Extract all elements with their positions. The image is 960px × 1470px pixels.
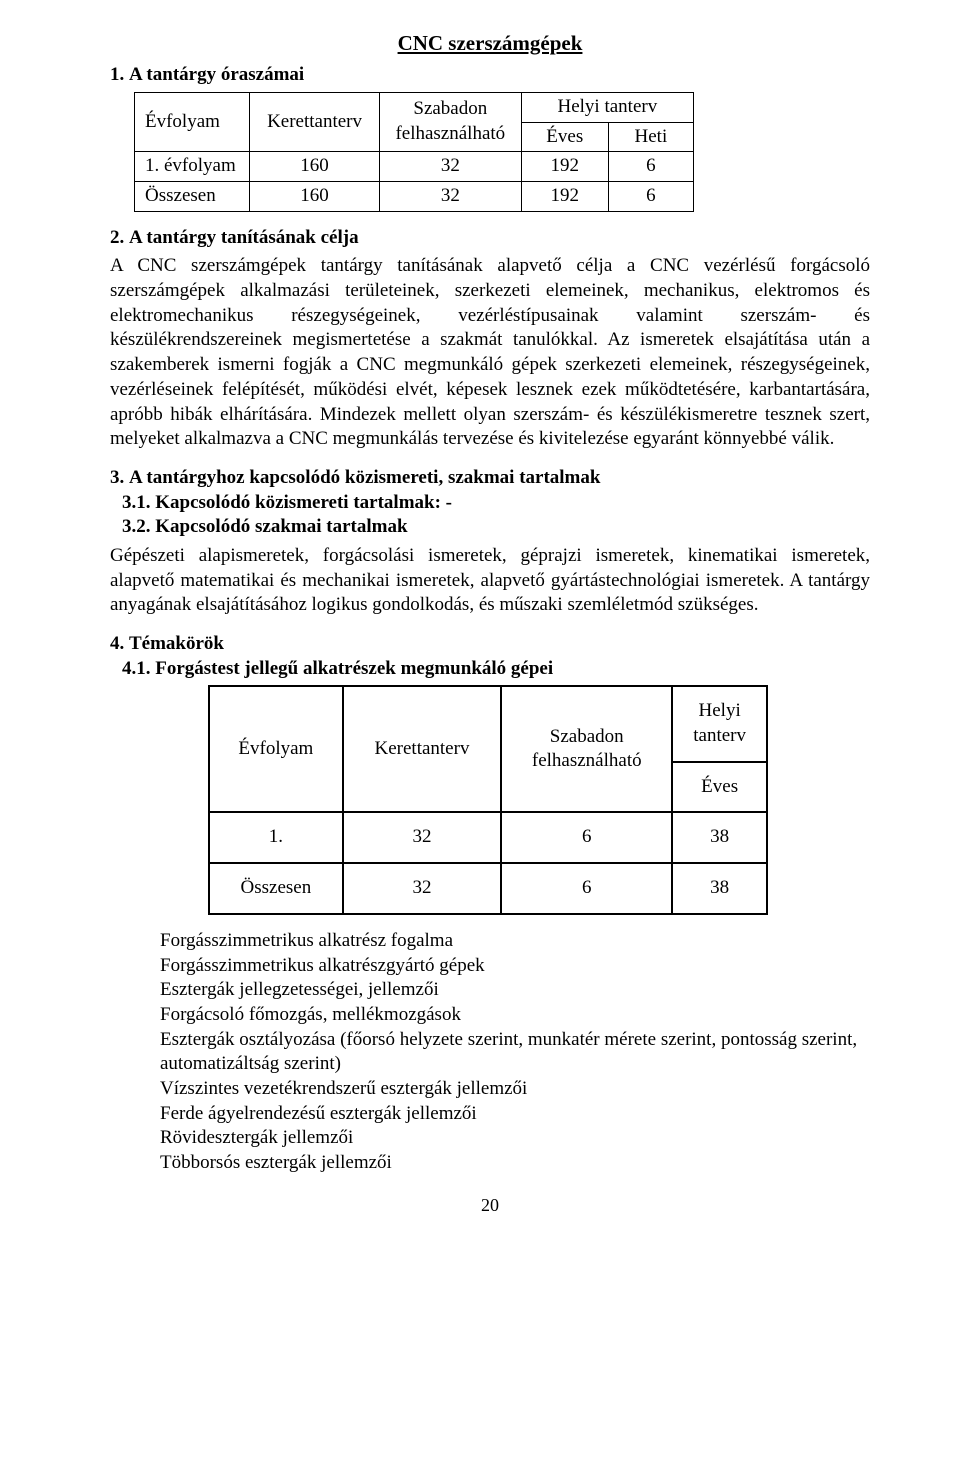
th-eves: Éves — [672, 762, 767, 813]
table-row: Évfolyam Kerettanterv Szabadon felhaszná… — [135, 92, 694, 122]
section-2-body: A CNC szerszámgépek tantárgy tanításának… — [110, 254, 870, 452]
cell: 6 — [501, 812, 672, 863]
section-3: 3. A tantárgyhoz kapcsolódó közismereti,… — [110, 466, 870, 618]
cell-label: Összesen — [135, 182, 250, 212]
list-item: Forgásszimmetrikus alkatrészgyártó gépek — [160, 954, 870, 979]
page-number: 20 — [110, 1194, 870, 1217]
list-item: Vízszintes vezetékrendszerű esztergák je… — [160, 1077, 870, 1102]
section-4-number: 4. — [110, 633, 124, 654]
section-3-heading: A tantárgyhoz kapcsolódó közismereti, sz… — [129, 467, 600, 488]
th-evfolyam: Évfolyam — [209, 686, 343, 812]
topics-table: Évfolyam Kerettanterv Szabadon felhaszná… — [208, 685, 768, 914]
hours-table: Évfolyam Kerettanterv Szabadon felhaszná… — [134, 92, 694, 212]
cell: 38 — [672, 812, 767, 863]
th-evfolyam: Évfolyam — [135, 92, 250, 151]
th-heti: Heti — [608, 122, 693, 152]
th-szabadon: Szabadon felhasználható — [501, 686, 672, 812]
cell: 192 — [521, 152, 608, 182]
cell-label: Összesen — [209, 863, 343, 914]
table-row: 1. évfolyam 160 32 192 6 — [135, 152, 694, 182]
th-helyi: Helyi tanterv — [672, 686, 767, 761]
list-item: Rövidesztergák jellemzői — [160, 1126, 870, 1151]
section-3-1: 3.1. Kapcsolódó közismereti tartalmak: - — [122, 491, 870, 516]
table-row: Összesen 160 32 192 6 — [135, 182, 694, 212]
section-1-heading: A tantárgy óraszámai — [129, 64, 304, 85]
th-helyi: Helyi tanterv — [521, 92, 693, 122]
section-4: 4. Témakörök 4.1. Forgástest jellegű alk… — [110, 632, 870, 1176]
table-row: Évfolyam Kerettanterv Szabadon felhaszná… — [209, 686, 767, 761]
list-item: Többorsós esztergák jellemzői — [160, 1151, 870, 1176]
cell: 192 — [521, 182, 608, 212]
list-item: Esztergák jellegzetességei, jellemzői — [160, 978, 870, 1003]
list-item: Forgásszimmetrikus alkatrész fogalma — [160, 929, 870, 954]
th-szabadon: Szabadon felhasználható — [379, 92, 521, 151]
list-item: Forgácsoló főmozgás, mellékmozgások — [160, 1003, 870, 1028]
cell: 6 — [608, 152, 693, 182]
cell: 160 — [250, 152, 380, 182]
section-3-2-body: Gépészeti alapismeretek, forgácsolási is… — [110, 544, 870, 618]
cell: 38 — [672, 863, 767, 914]
th-eves: Éves — [521, 122, 608, 152]
cell: 6 — [501, 863, 672, 914]
cell: 32 — [379, 182, 521, 212]
topics-list: Forgásszimmetrikus alkatrész fogalma For… — [160, 929, 870, 1176]
cell: 32 — [343, 863, 502, 914]
cell: 6 — [608, 182, 693, 212]
cell: 32 — [379, 152, 521, 182]
cell-label: 1. évfolyam — [135, 152, 250, 182]
section-3-2-heading: 3.2. Kapcsolódó szakmai tartalmak — [122, 515, 870, 540]
section-2-heading: A tantárgy tanításának célja — [129, 227, 359, 248]
document-page: CNC szerszámgépek 1. A tantárgy óraszáma… — [0, 0, 960, 1470]
list-item: Ferde ágyelrendezésű esztergák jellemzői — [160, 1102, 870, 1127]
cell: 32 — [343, 812, 502, 863]
table-row: 1. 32 6 38 — [209, 812, 767, 863]
cell: 160 — [250, 182, 380, 212]
cell-label: 1. — [209, 812, 343, 863]
th-kerettanterv: Kerettanterv — [343, 686, 502, 812]
table-row: Összesen 32 6 38 — [209, 863, 767, 914]
list-item: Esztergák osztályozása (főorsó helyzete … — [160, 1028, 870, 1077]
section-4-1-heading: 4.1. Forgástest jellegű alkatrészek megm… — [122, 657, 870, 682]
section-2-number: 2. — [110, 227, 124, 248]
section-4-heading: Témakörök — [129, 633, 224, 654]
section-1: 1. A tantárgy óraszámai Évfolyam Keretta… — [110, 63, 870, 211]
page-title: CNC szerszámgépek — [110, 30, 870, 57]
th-kerettanterv: Kerettanterv — [250, 92, 380, 151]
section-1-number: 1. — [110, 64, 124, 85]
section-2: 2. A tantárgy tanításának célja A CNC sz… — [110, 226, 870, 452]
section-3-number: 3. — [110, 467, 124, 488]
